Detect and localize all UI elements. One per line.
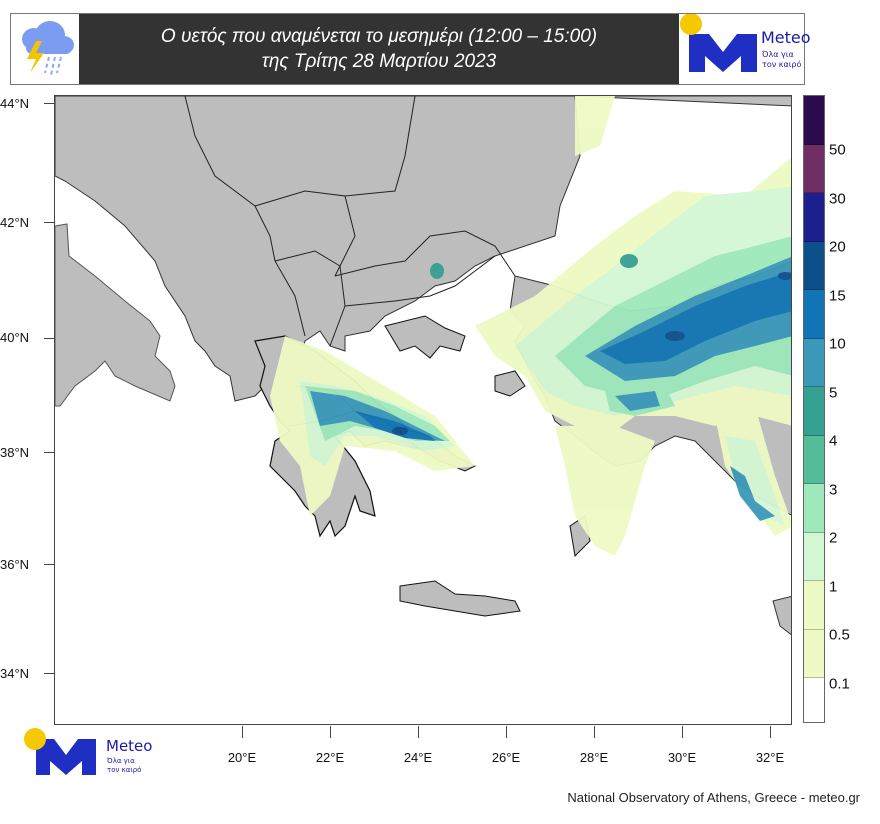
lon-label: 26°E bbox=[491, 750, 521, 765]
logo-name: Meteo bbox=[761, 28, 811, 47]
balkans-land bbox=[55, 96, 791, 402]
colorbar-label: 4 bbox=[829, 432, 838, 450]
lat-label: 34°N bbox=[0, 666, 30, 681]
lon-tick bbox=[418, 726, 419, 738]
lon-label: 32°E bbox=[755, 750, 785, 765]
colorbar-label: 50 bbox=[829, 141, 846, 159]
logo-tagline-2: τον καιρό bbox=[107, 766, 142, 774]
colorbar-label: 3 bbox=[829, 481, 838, 499]
lon-label: 30°E bbox=[667, 750, 697, 765]
colorbar-label: 2 bbox=[829, 529, 838, 547]
colorbar-label: 1 bbox=[829, 578, 838, 596]
lat-tick bbox=[44, 103, 54, 104]
lon-tick bbox=[506, 726, 507, 738]
lat-tick bbox=[44, 452, 54, 453]
header-banner: Ο υετός που αναμένεται το μεσημέρι (12:0… bbox=[10, 13, 811, 85]
lon-tick bbox=[594, 726, 595, 738]
colorbar-segment bbox=[804, 630, 824, 678]
lat-tick bbox=[44, 338, 54, 339]
colorbar-label: 15 bbox=[829, 287, 846, 305]
colorbar-segment bbox=[804, 581, 824, 630]
lat-label: 40°N bbox=[0, 330, 30, 345]
credit-text: National Observatory of Athens, Greece -… bbox=[567, 790, 860, 805]
colorbar-label: 20 bbox=[829, 238, 846, 256]
lon-tick bbox=[682, 726, 683, 738]
colorbar-segment bbox=[804, 193, 824, 242]
colorbar-label: 0.5 bbox=[829, 626, 850, 644]
logo-name: Meteo bbox=[106, 737, 153, 755]
lat-tick bbox=[44, 564, 54, 565]
colorbar-segment bbox=[804, 387, 824, 436]
colorbar-segment bbox=[804, 339, 824, 387]
lat-label: 44°N bbox=[0, 96, 30, 111]
italy-land bbox=[55, 223, 176, 407]
lon-label: 28°E bbox=[579, 750, 609, 765]
precip-shading bbox=[270, 96, 791, 556]
colorbar-segment bbox=[804, 436, 824, 484]
lon-tick bbox=[770, 726, 771, 738]
colorbar-label: 5 bbox=[829, 384, 838, 402]
colorbar-segment bbox=[804, 96, 824, 145]
lon-label: 24°E bbox=[403, 750, 433, 765]
logo-tagline-2: τον καιρό bbox=[762, 60, 802, 69]
colorbar-segment bbox=[804, 533, 824, 581]
colorbar-segment bbox=[804, 145, 824, 193]
lon-label: 20°E bbox=[227, 750, 257, 765]
colorbar-segment bbox=[804, 678, 824, 722]
colorbar-label: 0.1 bbox=[829, 675, 850, 693]
lat-tick bbox=[44, 222, 54, 223]
logo-tagline-1: Όλα για bbox=[107, 757, 135, 765]
lat-label: 42°N bbox=[0, 215, 30, 230]
precipitation-colorbar bbox=[803, 95, 825, 723]
crete-land bbox=[399, 580, 521, 617]
meteo-logo-footer: Meteo Όλα για τον καιρό bbox=[22, 727, 172, 782]
cloud-lightning-rain-icon bbox=[12, 15, 78, 83]
meteo-logo-header: Meteo Όλα για τον καιρό bbox=[679, 14, 811, 84]
forecast-title: Ο υετός που αναμένεται το μεσημέρι (12:0… bbox=[79, 14, 679, 84]
lat-tick bbox=[44, 673, 54, 674]
lon-label: 22°E bbox=[315, 750, 345, 765]
logo-tagline-1: Όλα για bbox=[762, 50, 794, 59]
title-line-1: Ο υετός που αναμένεται το μεσημέρι (12:0… bbox=[160, 26, 598, 47]
colorbar-segment bbox=[804, 242, 824, 290]
colorbar-label: 30 bbox=[829, 190, 846, 208]
lat-label: 36°N bbox=[0, 557, 30, 572]
lon-tick bbox=[242, 726, 243, 738]
lat-label: 38°N bbox=[0, 445, 30, 460]
colorbar-segment bbox=[804, 290, 824, 339]
lon-tick bbox=[330, 726, 331, 738]
precipitation-map bbox=[54, 95, 792, 725]
colorbar-label: 10 bbox=[829, 335, 846, 353]
colorbar-segment bbox=[804, 484, 824, 533]
title-line-2: της Τρίτης 28 Μαρτίου 2023 bbox=[261, 51, 497, 72]
